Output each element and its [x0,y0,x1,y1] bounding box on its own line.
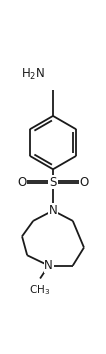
Text: $\mathregular{H_2N}$: $\mathregular{H_2N}$ [21,67,45,81]
Text: $\mathregular{CH_3}$: $\mathregular{CH_3}$ [29,284,51,297]
Text: N: N [44,259,53,272]
Text: O: O [17,176,27,189]
Text: S: S [49,176,57,189]
Text: O: O [79,176,89,189]
Text: N: N [49,204,57,217]
